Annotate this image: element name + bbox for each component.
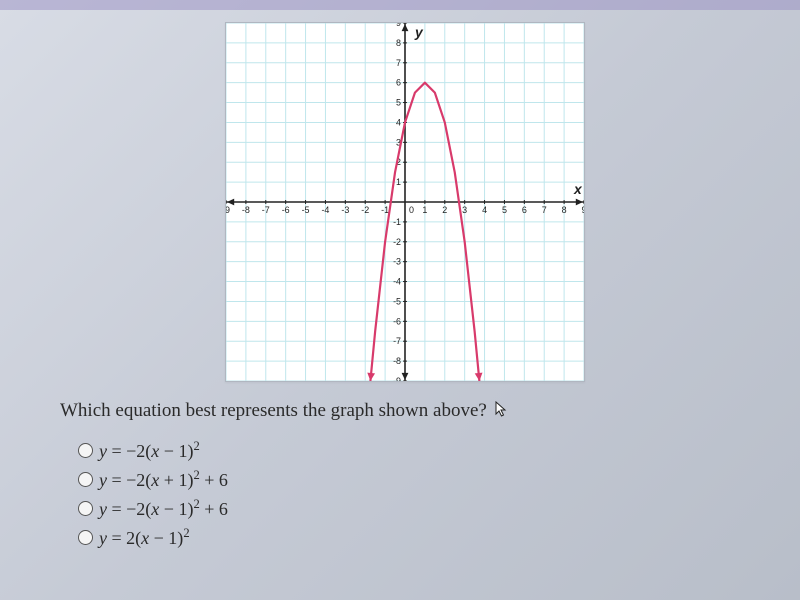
- svg-text:9: 9: [396, 22, 401, 28]
- svg-text:5: 5: [396, 98, 401, 108]
- svg-text:2: 2: [442, 205, 447, 215]
- page-content: -9 -8 -7 -6 -5 -4 -3 -2 -1 1 2 3 4 5 6 7 8 9 -9 -8 -7 -6 -5 -4 -…: [0, 0, 800, 600]
- answer-options: y = −2(x − 1)2 y = −2(x + 1)2 + 6 y = −2(x…: [78, 439, 750, 549]
- svg-text:-2: -2: [361, 205, 369, 215]
- question-text: Which equation best represents the graph…: [60, 400, 750, 425]
- svg-text:1: 1: [396, 177, 401, 187]
- svg-text:0: 0: [409, 205, 414, 215]
- svg-text:y: y: [414, 24, 424, 40]
- svg-text:6: 6: [396, 78, 401, 88]
- option-label: y = −2(x + 1)2 + 6: [99, 468, 228, 491]
- option-label: y = −2(x − 1)2: [99, 439, 200, 462]
- svg-text:6: 6: [522, 205, 527, 215]
- svg-text:3: 3: [462, 205, 467, 215]
- radio-icon[interactable]: [78, 530, 93, 545]
- svg-text:-2: -2: [393, 237, 401, 247]
- question-label: Which equation best represents the graph…: [60, 400, 487, 421]
- svg-text:-9: -9: [393, 376, 401, 382]
- radio-icon[interactable]: [78, 472, 93, 487]
- parabola-chart: -9 -8 -7 -6 -5 -4 -3 -2 -1 1 2 3 4 5 6 7 8 9 -9 -8 -7 -6 -5 -4 -…: [225, 22, 585, 382]
- svg-text:-4: -4: [321, 205, 329, 215]
- option-label: y = −2(x − 1)2 + 6: [99, 497, 228, 520]
- svg-text:-9: -9: [225, 205, 230, 215]
- svg-text:-5: -5: [393, 296, 401, 306]
- svg-text:9: 9: [582, 205, 585, 215]
- option-label: y = 2(x − 1)2: [99, 526, 190, 549]
- svg-text:-3: -3: [393, 257, 401, 267]
- svg-text:-8: -8: [393, 356, 401, 366]
- svg-text:-8: -8: [242, 205, 250, 215]
- svg-text:-4: -4: [393, 277, 401, 287]
- svg-text:-5: -5: [302, 205, 310, 215]
- svg-text:-1: -1: [393, 217, 401, 227]
- svg-text:7: 7: [542, 205, 547, 215]
- svg-text:-6: -6: [282, 205, 290, 215]
- svg-text:-6: -6: [393, 316, 401, 326]
- svg-text:-3: -3: [341, 205, 349, 215]
- option-row[interactable]: y = 2(x − 1)2: [78, 526, 750, 549]
- chart-container: -9 -8 -7 -6 -5 -4 -3 -2 -1 1 2 3 4 5 6 7 8 9 -9 -8 -7 -6 -5 -4 -…: [60, 22, 750, 382]
- radio-icon[interactable]: [78, 443, 93, 458]
- svg-text:-7: -7: [393, 336, 401, 346]
- option-row[interactable]: y = −2(x + 1)2 + 6: [78, 468, 750, 491]
- option-row[interactable]: y = −2(x − 1)2 + 6: [78, 497, 750, 520]
- svg-text:4: 4: [482, 205, 487, 215]
- cursor-icon: [494, 401, 508, 425]
- option-row[interactable]: y = −2(x − 1)2: [78, 439, 750, 462]
- svg-text:5: 5: [502, 205, 507, 215]
- svg-text:7: 7: [396, 58, 401, 68]
- svg-text:4: 4: [396, 117, 401, 127]
- radio-icon[interactable]: [78, 501, 93, 516]
- svg-text:1: 1: [422, 205, 427, 215]
- svg-text:-1: -1: [381, 205, 389, 215]
- svg-text:x: x: [573, 181, 583, 197]
- svg-text:8: 8: [562, 205, 567, 215]
- svg-text:8: 8: [396, 38, 401, 48]
- svg-text:-7: -7: [262, 205, 270, 215]
